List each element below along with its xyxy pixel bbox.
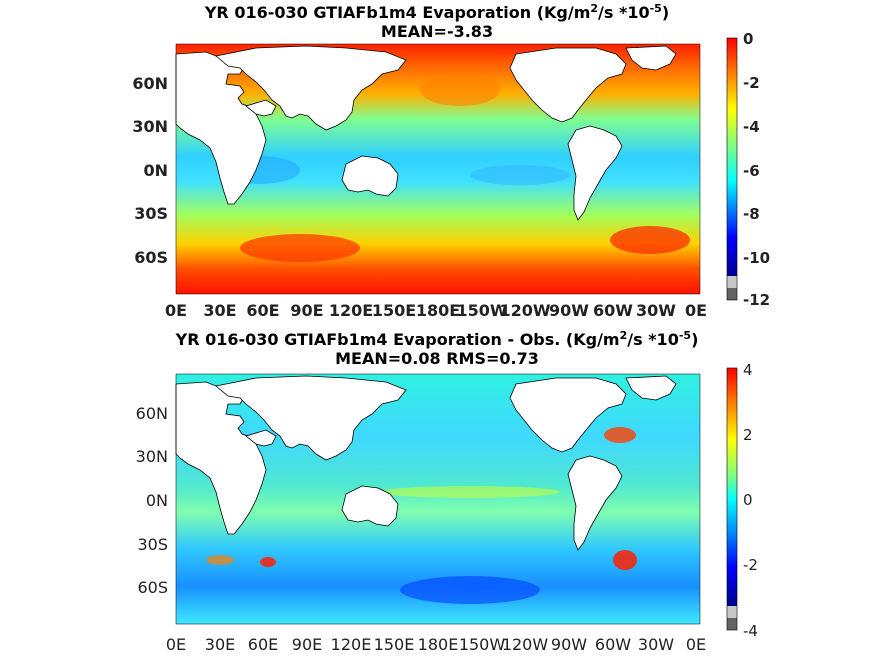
panel2-ytick: 30N	[136, 447, 168, 466]
panel1-colorbar-ramp	[727, 38, 737, 276]
panel2-xtick: 30W	[638, 635, 674, 654]
panel1-cbtick: -6	[743, 162, 760, 180]
panel1-xtick: 60E	[246, 301, 279, 320]
panel1-xtick: 0E	[685, 301, 707, 320]
panel2-cbtick: -2	[743, 556, 758, 574]
panel1-colorbar-gray-light	[727, 276, 737, 288]
panel1-y-axis: 60N 30N 0N 30S 60S	[132, 74, 168, 267]
panel2-xtick: 60W	[595, 635, 631, 654]
panel1-xtick: 120E	[329, 301, 373, 320]
panel1-cbtick: -2	[743, 74, 760, 92]
panel2-ytick: 0N	[146, 491, 168, 510]
panel2-xtick: 120E	[331, 635, 372, 654]
panel2-title-line1: YR 016-030 GTIAFb1m4 Evaporation - Obs. …	[175, 329, 699, 349]
panel2-xtick: 150E	[374, 635, 415, 654]
panel1-xtick: 180E	[416, 301, 460, 320]
panel1-colorbar: 0 -2 -4 -6 -8 -10 -12	[726, 30, 770, 309]
panel-evaporation: YR 016-030 GTIAFb1m4 Evaporation (Kg/m2/…	[132, 2, 770, 320]
panel1-ytick: 60S	[134, 248, 168, 267]
panel2-ytick: 30S	[137, 535, 168, 554]
panel2-xtick: 0E	[166, 635, 186, 654]
panel-evaporation-minus-obs: YR 016-030 GTIAFb1m4 Evaporation - Obs. …	[136, 329, 758, 654]
panel1-ytick: 0N	[143, 161, 168, 180]
panel1-cbtick: -4	[743, 118, 760, 136]
panel2-xtick: 120W	[502, 635, 549, 654]
panel1-xtick: 30W	[636, 301, 676, 320]
panel1-title-line2: MEAN=-3.83	[381, 22, 493, 41]
panel2-xtick: 30E	[205, 635, 235, 654]
panel1-xtick: 90E	[290, 301, 323, 320]
panel1-cbtick: 0	[743, 30, 753, 48]
panel2-xtick: 150W	[459, 635, 506, 654]
panel2-cbtick: 4	[743, 361, 753, 379]
panel2-y-axis: 60N 30N 0N 30S 60S	[136, 404, 168, 597]
panel2-cbtick: 0	[743, 491, 753, 509]
panel2-title-line2: MEAN=0.08 RMS=0.73	[335, 349, 539, 368]
panel2-xtick: 90W	[551, 635, 587, 654]
panel2-xtick: 180E	[418, 635, 459, 654]
panel2-colorbar-gray-dark	[727, 618, 737, 630]
panel2-cbtick: -4	[743, 622, 758, 640]
panel1-xtick: 60W	[593, 301, 633, 320]
panel1-xtick: 120W	[499, 301, 550, 320]
panel1-cbtick: -10	[743, 249, 770, 267]
panel2-x-axis: 0E 30E 60E 90E 120E 150E 180E 150W 120W …	[166, 635, 706, 654]
panel1-cbtick: -12	[743, 291, 770, 309]
panel2-cbtick: 2	[743, 426, 753, 444]
panel2-colorbar-gray-light	[727, 606, 737, 618]
panel2-colorbar-ramp	[727, 368, 737, 606]
panel1-xtick: 30E	[203, 301, 236, 320]
panel1-cbtick: -8	[743, 205, 760, 223]
panel2-map	[175, 373, 701, 625]
panel1-xtick: 0E	[165, 301, 187, 320]
panel1-xtick: 90W	[549, 301, 589, 320]
panel1-ytick: 60N	[132, 74, 168, 93]
panel1-ytick: 30S	[134, 204, 168, 223]
panel1-ytick: 30N	[132, 117, 168, 136]
panel1-map	[175, 43, 701, 295]
panel1-xtick: 150E	[372, 301, 416, 320]
panel2-ytick: 60S	[137, 578, 168, 597]
panel1-xtick: 150W	[456, 301, 507, 320]
panel1-x-axis: 0E 30E 60E 90E 120E 150E 180E 150W 120W …	[165, 301, 707, 320]
panel2-xtick: 90E	[292, 635, 322, 654]
panel2-xtick: 60E	[248, 635, 278, 654]
panel2-colorbar: 4 2 0 -2 -4	[726, 361, 758, 640]
panel1-title-line1: YR 016-030 GTIAFb1m4 Evaporation (Kg/m2/…	[204, 2, 669, 22]
panel2-ytick: 60N	[136, 404, 168, 423]
panel2-xtick: 0E	[686, 635, 706, 654]
panel1-colorbar-gray-dark	[727, 288, 737, 300]
